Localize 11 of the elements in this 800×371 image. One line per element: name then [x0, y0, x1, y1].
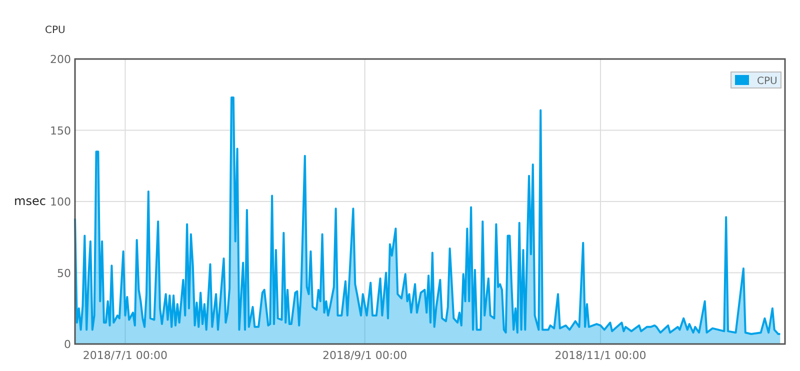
x-tick-label: 2018/7/1 00:00: [82, 349, 168, 362]
y-tick-label: 50: [57, 266, 71, 280]
y-tick-label: 0: [64, 338, 71, 351]
x-tick-label: 2018/9/1 00:00: [322, 349, 408, 362]
legend-label: CPU: [757, 76, 778, 87]
chart-title: CPU: [45, 25, 66, 36]
x-tick-label: 2018/11/1 00:00: [554, 349, 646, 362]
y-tick-label: 100: [50, 196, 71, 208]
y-axis-title: msec: [14, 194, 46, 208]
y-tick-label: 150: [50, 124, 71, 138]
y-tick-label: 200: [50, 53, 71, 66]
